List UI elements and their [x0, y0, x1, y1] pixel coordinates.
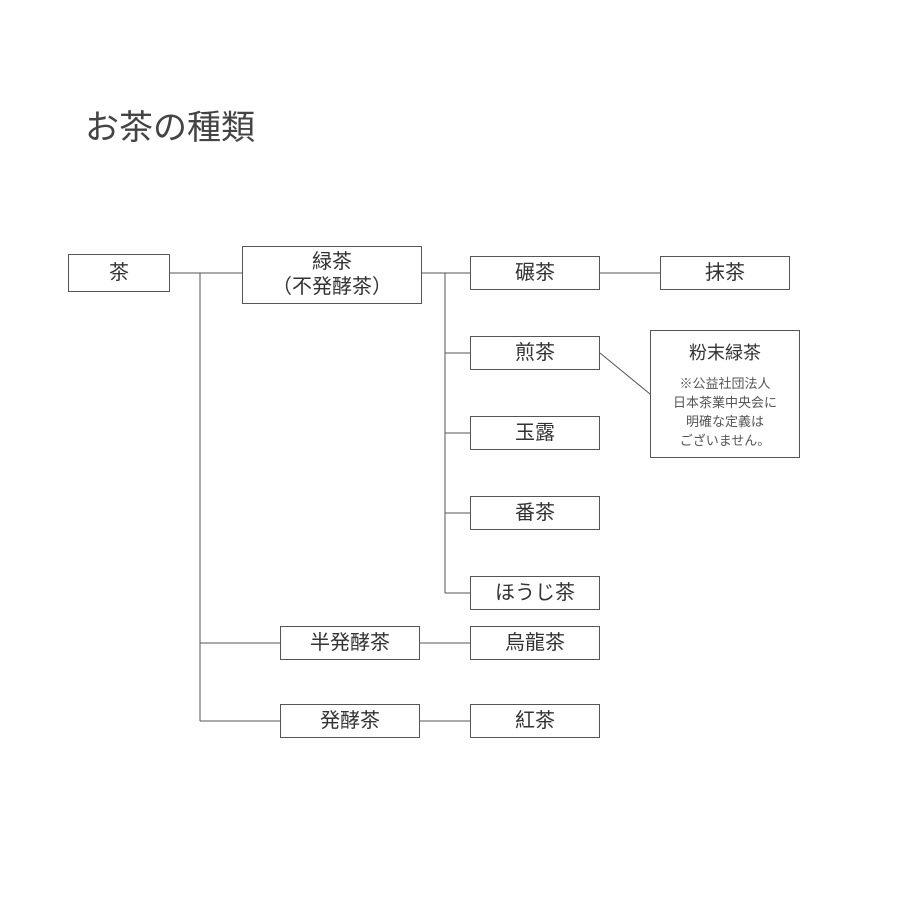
node-bancha: 番茶 — [470, 496, 600, 530]
node-hojicha: ほうじ茶 — [470, 576, 600, 610]
node-hakko: 発酵茶 — [280, 704, 420, 738]
node-hanhakko: 半発酵茶 — [280, 626, 420, 660]
node-gyokuro: 玉露 — [470, 416, 600, 450]
diagram-title: お茶の種類 — [85, 100, 255, 149]
node-matcha: 抹茶 — [660, 256, 790, 290]
node-ryokucha: 緑茶 （不発酵茶） — [242, 246, 422, 304]
node-oolong: 烏龍茶 — [470, 626, 600, 660]
note-title: 粉末緑茶 — [651, 339, 799, 365]
node-funmatsu-ryokucha: 粉末緑茶 ※公益社団法人 日本茶業中央会に 明確な定義は ございません。 — [650, 330, 800, 458]
node-kocha: 紅茶 — [470, 704, 600, 738]
node-sencha: 煎茶 — [470, 336, 600, 370]
node-tencha: 碾茶 — [470, 256, 600, 290]
note-text: ※公益社団法人 日本茶業中央会に 明確な定義は ございません。 — [651, 373, 799, 449]
node-cha: 茶 — [68, 254, 170, 292]
